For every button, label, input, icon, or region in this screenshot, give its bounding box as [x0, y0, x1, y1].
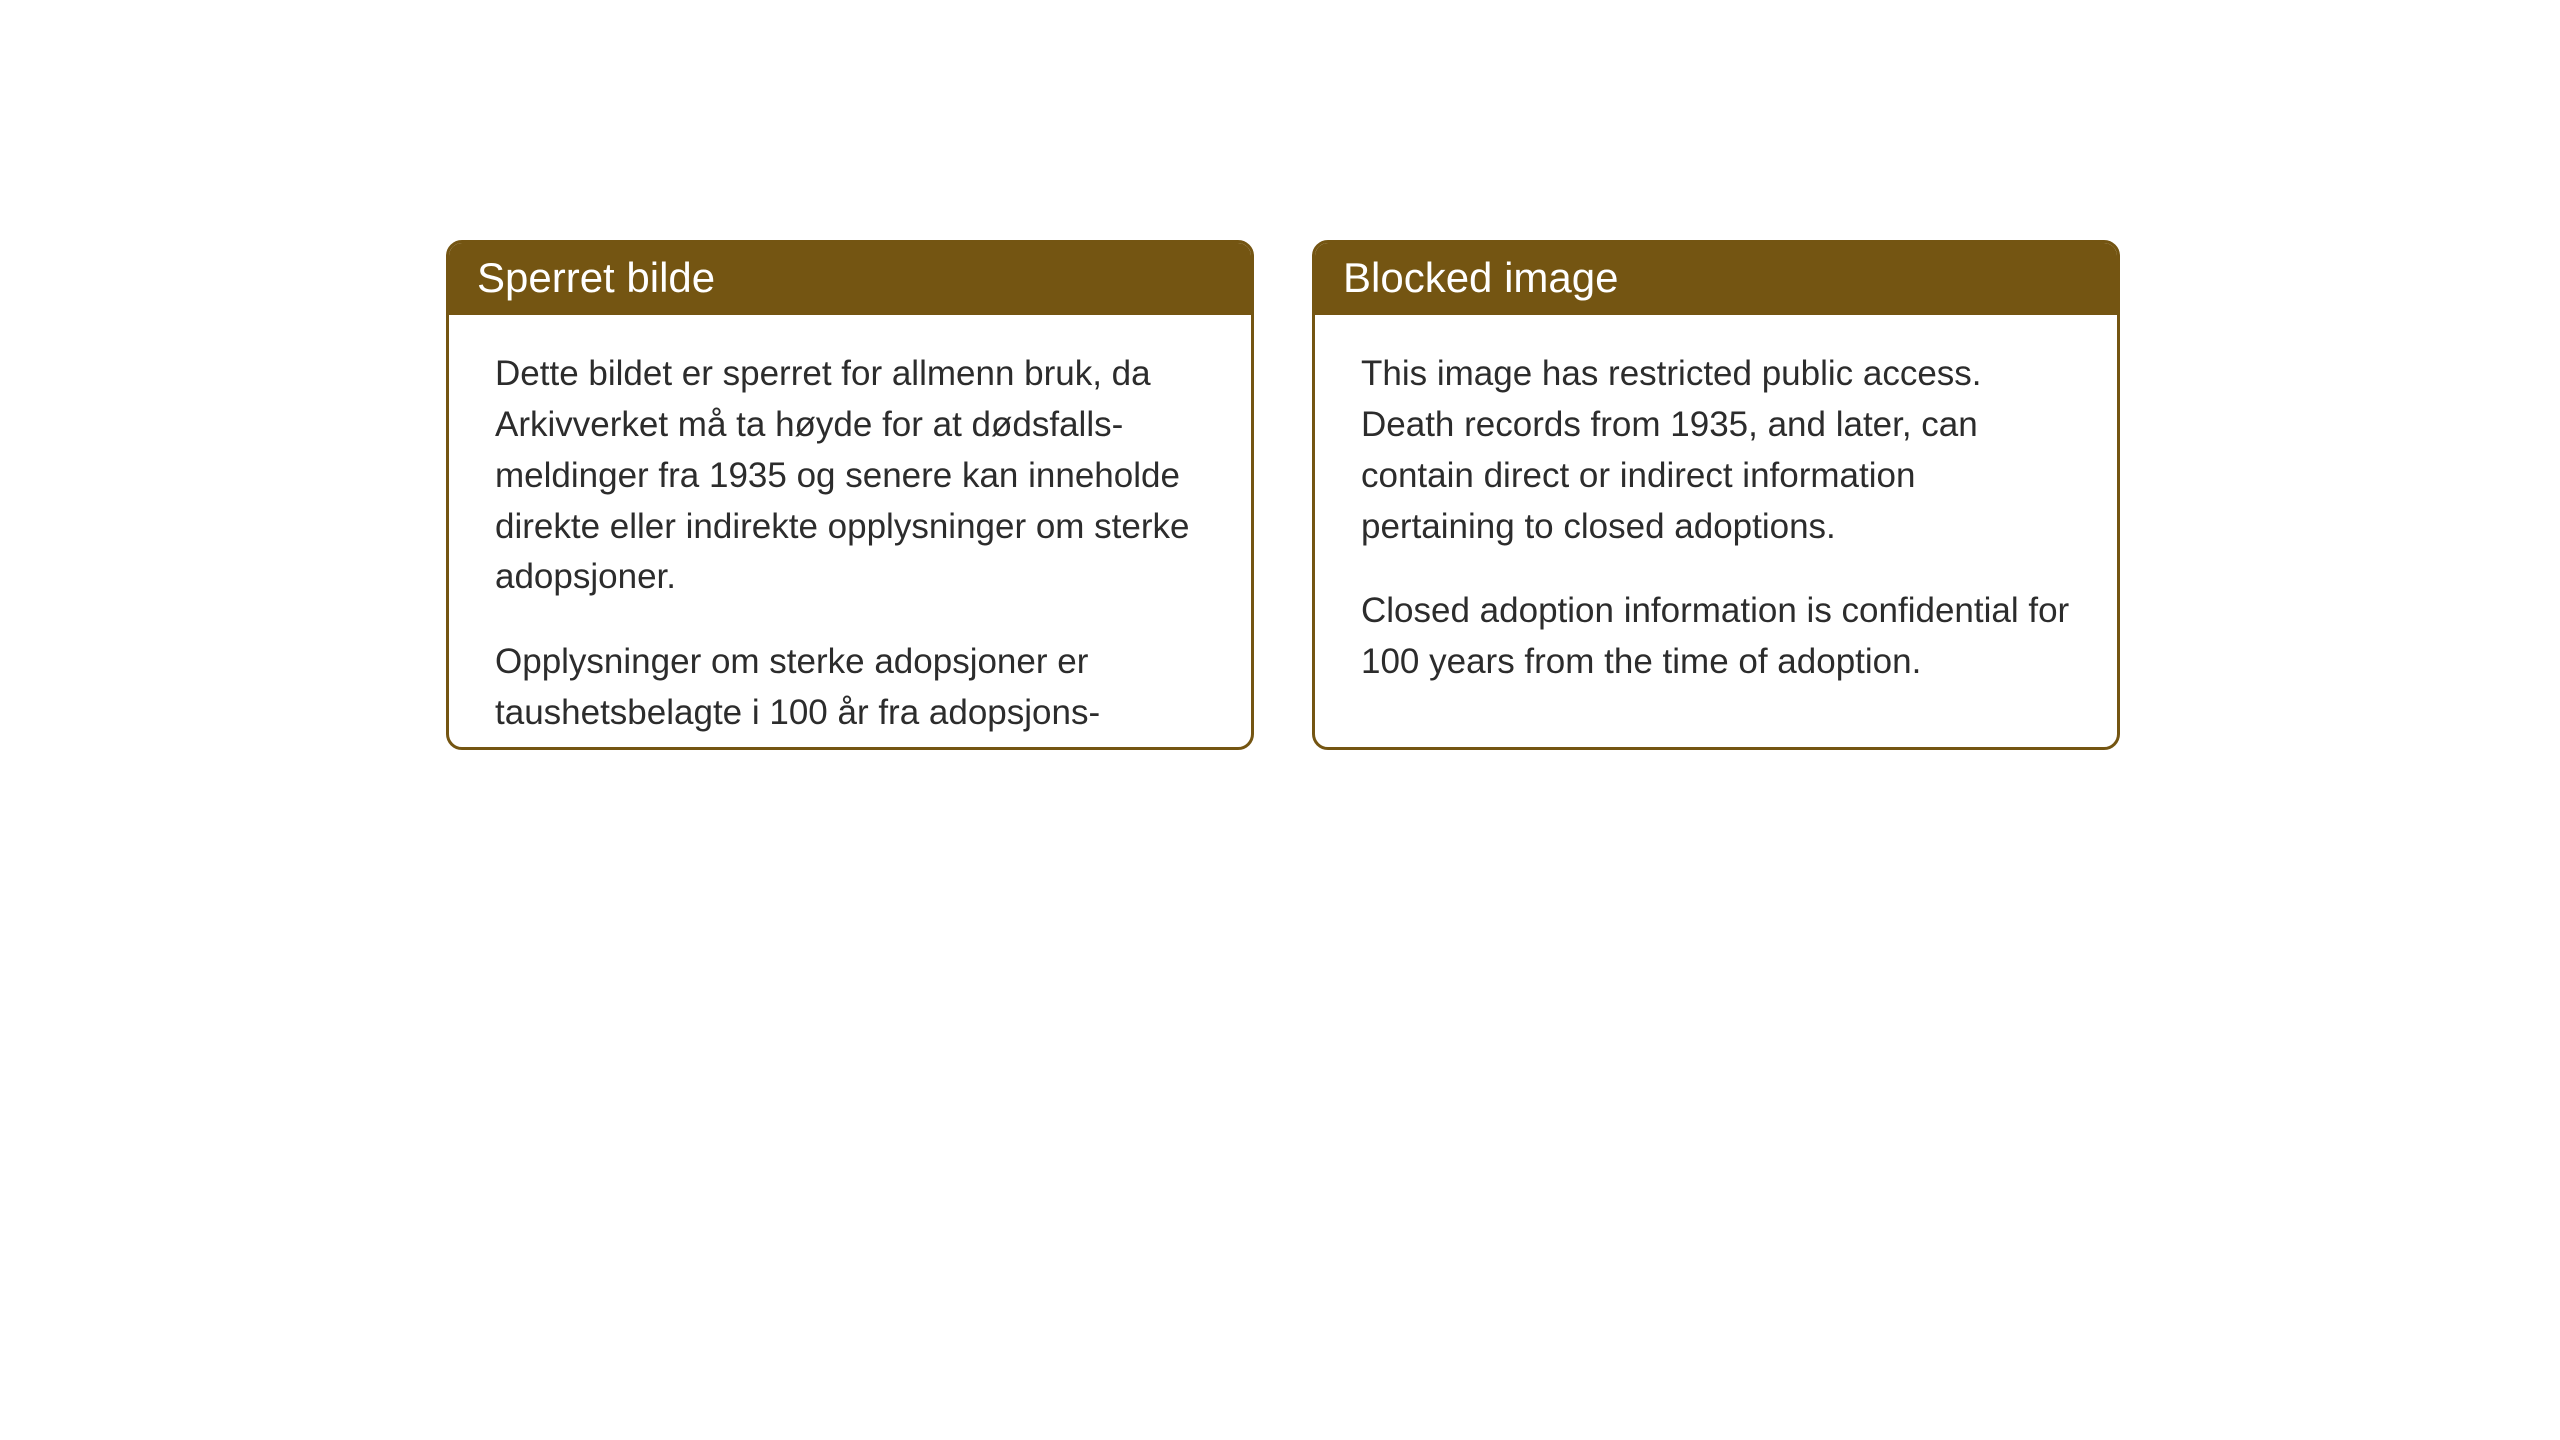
card-body-english: This image has restricted public access.…: [1315, 315, 2117, 722]
card-paragraph2-norwegian: Opplysninger om sterke adopsjoner er tau…: [495, 637, 1205, 750]
card-norwegian: Sperret bilde Dette bildet er sperret fo…: [446, 240, 1254, 750]
card-title-norwegian: Sperret bilde: [449, 243, 1251, 315]
card-paragraph2-english: Closed adoption information is confident…: [1361, 586, 2071, 688]
card-title-english: Blocked image: [1315, 243, 2117, 315]
card-body-norwegian: Dette bildet er sperret for allmenn bruk…: [449, 315, 1251, 750]
card-paragraph1-norwegian: Dette bildet er sperret for allmenn bruk…: [495, 349, 1205, 603]
cards-container: Sperret bilde Dette bildet er sperret fo…: [446, 240, 2120, 750]
card-english: Blocked image This image has restricted …: [1312, 240, 2120, 750]
card-paragraph1-english: This image has restricted public access.…: [1361, 349, 2071, 552]
